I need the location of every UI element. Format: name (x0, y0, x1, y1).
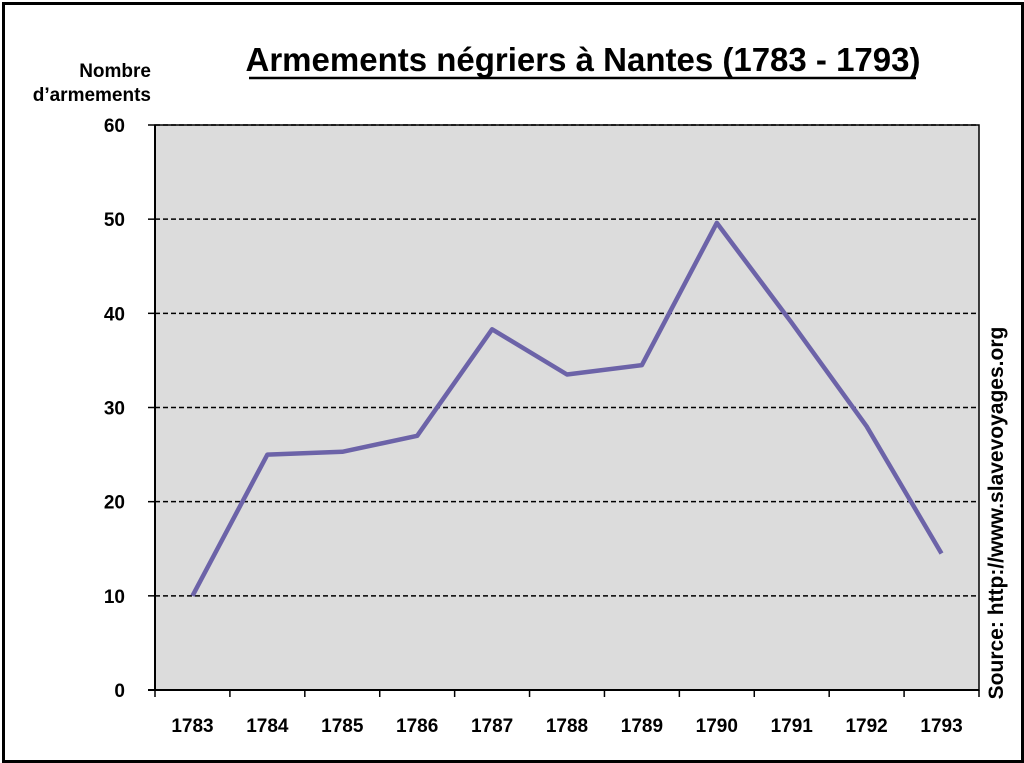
source-note: Source: http://www.slavevoyages.org (985, 327, 1008, 700)
x-tick-label: 1792 (845, 716, 887, 737)
x-tick-label: 1793 (920, 716, 962, 737)
y-axis-label-line-2: d’armements (33, 85, 151, 106)
gridlines (155, 124, 979, 597)
x-tick-label: 1791 (771, 716, 814, 737)
x-tick-label: 1783 (171, 716, 213, 737)
axes (148, 124, 980, 697)
y-tick-label: 0 (114, 681, 125, 702)
x-tick-label: 1787 (471, 716, 513, 737)
y-axis-label-line-1: Nombre (79, 61, 151, 82)
x-tick-label: 1786 (396, 716, 438, 737)
x-tick-label: 1789 (621, 716, 663, 737)
x-tick-labels: 1783 1784 1785 1786 1787 1788 1789 1790 1791 1792… (171, 716, 962, 737)
y-tick-label: 20 (104, 493, 125, 514)
x-tick-label: 1788 (546, 716, 588, 737)
y-tick-label: 50 (104, 210, 125, 231)
x-tick-label: 1790 (696, 716, 738, 737)
series-layer (190, 220, 944, 597)
chart-title: Armements négriers à Nantes (1783 - 1793… (246, 41, 921, 78)
x-tick-label: 1784 (246, 716, 289, 737)
line-chart: Armements négriers à Nantes (1783 - 1793… (33, 41, 1008, 737)
y-tick-label: 30 (104, 399, 125, 420)
y-tick-labels: 0 10 20 30 40 50 60 (104, 116, 125, 702)
x-tick-label: 1785 (321, 716, 364, 737)
y-tick-label: 60 (104, 116, 125, 137)
y-tick-label: 10 (104, 587, 125, 608)
y-tick-label: 40 (104, 304, 125, 325)
